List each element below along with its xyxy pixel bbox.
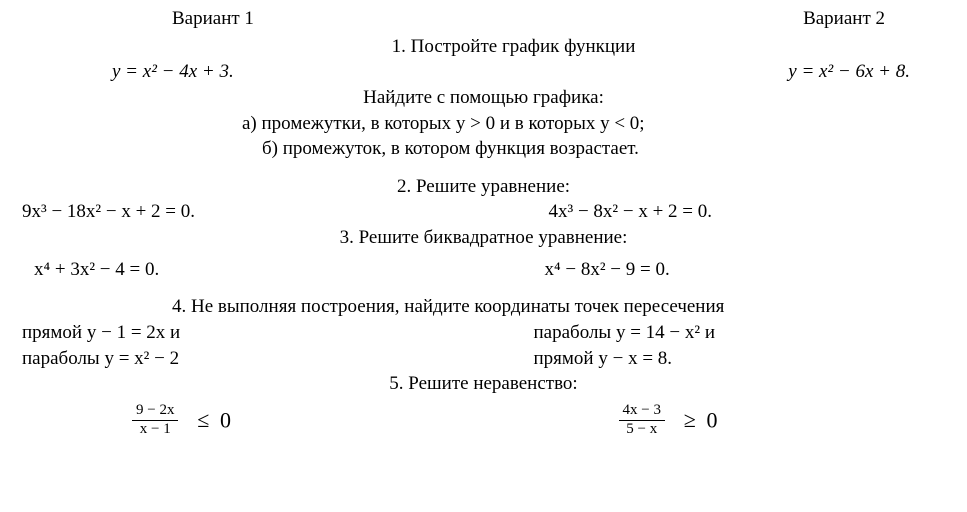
task5-v1-fraction: 9 − 2x x − 1 bbox=[132, 403, 178, 438]
task4-variant1-line1: прямой y − 1 = 2x и bbox=[12, 320, 444, 346]
task2-variant2-eq: 4x³ − 8x² − x + 2 = 0. bbox=[429, 199, 956, 225]
task5-v1-rel: ≤ bbox=[183, 407, 215, 432]
variant-headers-row: Вариант 1 Вариант 2 bbox=[12, 6, 955, 32]
task1-sub-a-text: а) промежутки, в которых y > 0 и в котор… bbox=[242, 113, 645, 134]
task3-title: 3. Решите биквадратное уравнение: bbox=[12, 225, 955, 251]
task1-sub-a: а) промежутки, в которых y > 0 и в котор… bbox=[12, 111, 955, 137]
task4-line1-row: прямой y − 1 = 2x и параболы y = 14 − x²… bbox=[12, 320, 955, 346]
task2-variant1-eq: 9x³ − 18x² − x + 2 = 0. bbox=[12, 199, 429, 225]
task1-sub-b-text: б) промежуток, в котором функция возраст… bbox=[262, 138, 639, 159]
task5-title: 5. Решите неравенство: bbox=[12, 371, 955, 397]
variant2-header: Вариант 2 bbox=[529, 6, 956, 32]
task5-variant1: 9 − 2x x − 1 ≤ 0 bbox=[12, 403, 469, 438]
task4-variant2-line1: параболы y = 14 − x² и bbox=[444, 320, 956, 346]
task4-line2-row: параболы y = x² − 2 прямой y − x = 8. bbox=[12, 346, 955, 372]
task5-v2-rhs: 0 bbox=[707, 407, 718, 432]
variant1-header: Вариант 1 bbox=[12, 6, 529, 32]
task5-v1-num: 9 − 2x bbox=[132, 403, 178, 421]
task1-eq-row: y = x² − 4x + 3. y = x² − 6x + 8. bbox=[12, 59, 955, 85]
task4-variant1-line2: параболы y = x² − 2 bbox=[12, 346, 444, 372]
task2-title: 2. Решите уравнение: bbox=[12, 174, 955, 200]
worksheet-page: Вариант 1 Вариант 2 1. Постройте график … bbox=[0, 0, 967, 512]
task5-v2-rel: ≥ bbox=[670, 407, 702, 432]
task4-variant2-line2: прямой y − x = 8. bbox=[444, 346, 956, 372]
task2-eq-row: 9x³ − 18x² − x + 2 = 0. 4x³ − 8x² − x + … bbox=[12, 199, 955, 225]
task1-find-line: Найдите с помощью графика: bbox=[12, 85, 955, 111]
task4-title: 4. Не выполняя построения, найдите коорд… bbox=[112, 294, 955, 320]
task5-v1-den: x − 1 bbox=[132, 421, 178, 438]
task5-variant2: 4x − 3 5 − x ≥ 0 bbox=[469, 403, 956, 438]
task5-v2-num: 4x − 3 bbox=[619, 403, 665, 421]
task1-title: 1. Постройте график функции bbox=[12, 34, 955, 60]
task3-variant1-eq: x⁴ + 3x² − 4 = 0. bbox=[12, 257, 445, 283]
task1-variant1-eq: y = x² − 4x + 3. bbox=[12, 59, 511, 85]
task1-variant2-eq: y = x² − 6x + 8. bbox=[511, 59, 955, 85]
task5-v2-fraction: 4x − 3 5 − x bbox=[619, 403, 665, 438]
task5-row: 9 − 2x x − 1 ≤ 0 4x − 3 5 − x ≥ 0 bbox=[12, 403, 955, 438]
task3-eq-row: x⁴ + 3x² − 4 = 0. x⁴ − 8x² − 9 = 0. bbox=[12, 257, 955, 283]
task5-v1-rhs: 0 bbox=[220, 407, 231, 432]
task3-variant2-eq: x⁴ − 8x² − 9 = 0. bbox=[445, 257, 956, 283]
task5-v2-den: 5 − x bbox=[619, 421, 665, 438]
task1-sub-b: б) промежуток, в котором функция возраст… bbox=[12, 136, 955, 162]
